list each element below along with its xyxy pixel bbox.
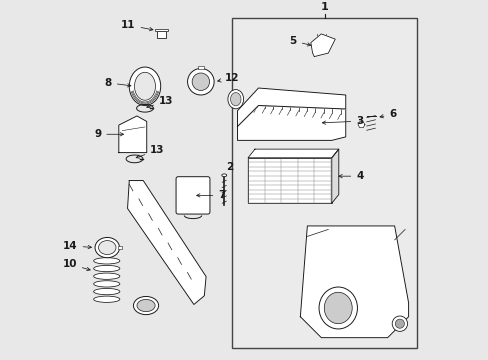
Circle shape [192, 73, 209, 90]
Polygon shape [331, 149, 338, 203]
FancyBboxPatch shape [176, 177, 209, 214]
Ellipse shape [227, 90, 243, 109]
Circle shape [391, 316, 407, 331]
Text: 12: 12 [217, 73, 239, 83]
Bar [232, 18, 416, 348]
Text: 3: 3 [322, 116, 363, 126]
Ellipse shape [99, 240, 116, 255]
Ellipse shape [324, 292, 351, 324]
Ellipse shape [95, 238, 119, 258]
Text: 1: 1 [320, 2, 328, 12]
Ellipse shape [94, 273, 120, 279]
Polygon shape [357, 122, 364, 128]
Ellipse shape [137, 300, 155, 312]
Text: 9: 9 [94, 129, 123, 139]
Text: 13: 13 [146, 96, 173, 108]
Text: 2: 2 [226, 162, 233, 172]
Ellipse shape [230, 93, 241, 106]
Text: 10: 10 [62, 259, 90, 271]
Ellipse shape [129, 67, 161, 105]
Ellipse shape [318, 287, 357, 329]
Ellipse shape [134, 72, 155, 100]
Circle shape [394, 319, 404, 328]
Polygon shape [247, 149, 338, 158]
Ellipse shape [94, 258, 120, 264]
Ellipse shape [94, 281, 120, 287]
Text: 14: 14 [63, 241, 91, 251]
Ellipse shape [94, 288, 120, 295]
Text: 6: 6 [379, 109, 396, 119]
Bar [155, 29, 167, 31]
Polygon shape [310, 34, 335, 57]
Circle shape [187, 68, 214, 95]
Ellipse shape [133, 297, 158, 315]
Text: 11: 11 [121, 20, 153, 31]
Polygon shape [300, 226, 408, 338]
Bar [247, 158, 331, 203]
Text: 13: 13 [136, 145, 164, 158]
Polygon shape [127, 180, 205, 305]
Polygon shape [119, 116, 146, 153]
Polygon shape [237, 88, 345, 126]
Text: 8: 8 [104, 78, 131, 88]
Text: 4: 4 [338, 171, 363, 181]
Bar [156, 31, 166, 39]
Ellipse shape [222, 174, 226, 177]
Text: 7: 7 [196, 190, 225, 201]
Bar [198, 66, 203, 69]
Polygon shape [237, 105, 345, 140]
Ellipse shape [94, 265, 120, 272]
Bar [118, 246, 122, 249]
Text: 5: 5 [289, 36, 310, 46]
Ellipse shape [94, 296, 120, 302]
